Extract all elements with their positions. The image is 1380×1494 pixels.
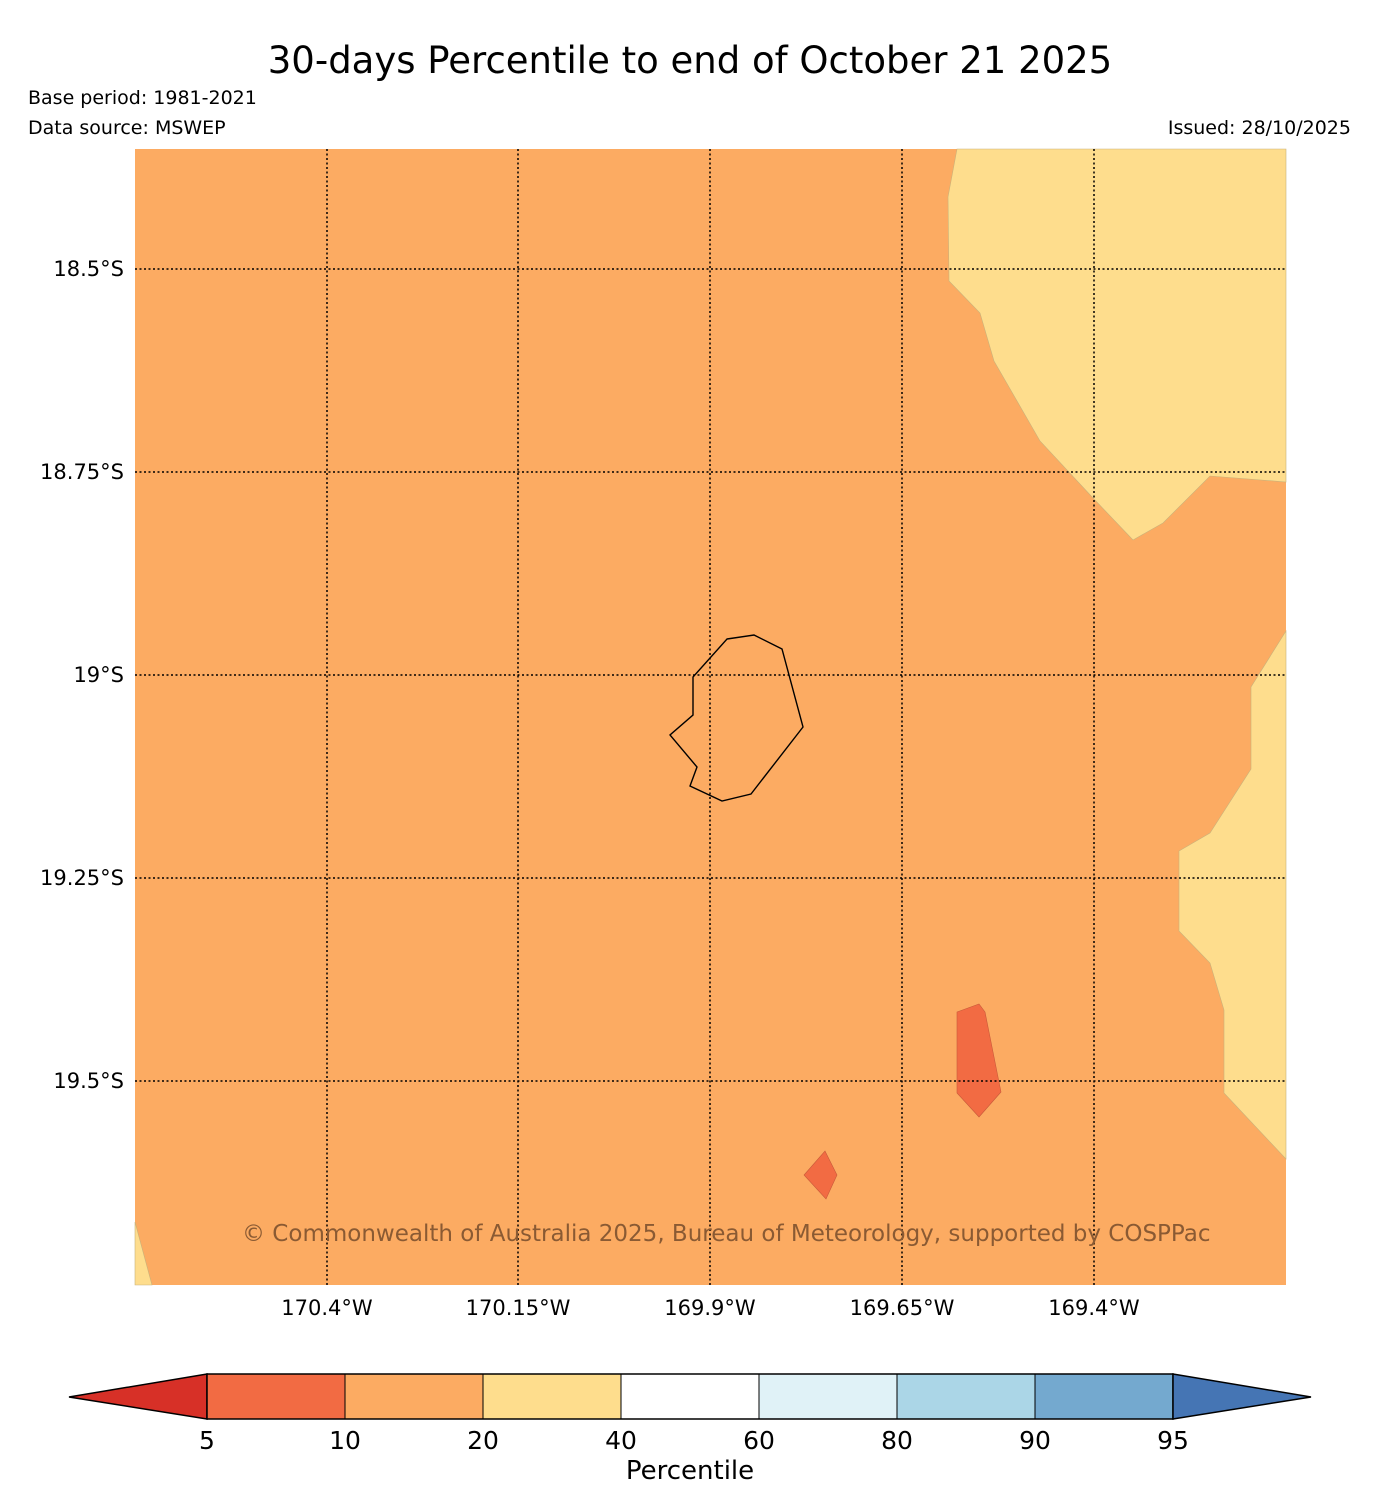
lon-label-1: 170.4°W	[281, 1296, 373, 1320]
data-source-label: Data source: MSWEP	[28, 117, 226, 139]
lat-label-4: 19.25°S	[40, 866, 124, 890]
colorbar-tick-20: 20	[467, 1426, 499, 1455]
colorbar-segment-4	[620, 1373, 760, 1420]
colorbar-segment-6	[896, 1373, 1036, 1420]
colorbar-tick-5: 5	[199, 1426, 215, 1455]
issued-date-label: Issued: 28/10/2025	[1167, 117, 1351, 139]
lat-label-3: 19°S	[73, 663, 124, 687]
region-5-10-south	[956, 1003, 1002, 1118]
colorbar-tick-90: 90	[1019, 1426, 1051, 1455]
copyright-watermark: © Commonwealth of Australia 2025, Bureau…	[242, 1221, 1211, 1247]
lat-label-1: 18.5°S	[53, 257, 124, 281]
niue-coastline	[669, 634, 804, 802]
colorbar	[68, 1373, 1312, 1420]
region-20-40-northeast	[947, 148, 1287, 541]
map-gridlines	[135, 149, 1286, 1285]
lon-label-3: 169.9°W	[664, 1296, 756, 1320]
lon-label-5: 169.4°W	[1048, 1296, 1140, 1320]
colorbar-tick-60: 60	[743, 1426, 775, 1455]
lon-label-4: 169.65°W	[849, 1296, 955, 1320]
colorbar-extend-low	[68, 1373, 208, 1420]
region-20-40-southwest	[134, 1221, 153, 1286]
colorbar-segment-7	[1034, 1373, 1174, 1420]
region-20-40-east	[1178, 629, 1287, 1160]
colorbar-title: Percentile	[625, 1456, 755, 1486]
lon-label-2: 170.15°W	[465, 1296, 571, 1320]
colorbar-tick-80: 80	[881, 1426, 913, 1455]
lat-label-2: 18.75°S	[40, 460, 124, 484]
colorbar-segment-1	[206, 1373, 346, 1420]
map-title: 30-days Percentile to end of October 21 …	[267, 39, 1113, 82]
colorbar-tick-40: 40	[605, 1426, 637, 1455]
colorbar-segment-5	[758, 1373, 898, 1420]
lat-label-5: 19.5°S	[53, 1069, 124, 1093]
colorbar-extend-high	[1172, 1373, 1312, 1420]
base-period-label: Base period: 1981-2021	[28, 87, 257, 109]
colorbar-tick-95: 95	[1157, 1426, 1189, 1455]
colorbar-segment-2	[344, 1373, 484, 1420]
colorbar-segment-3	[482, 1373, 622, 1420]
colorbar-tick-10: 10	[329, 1426, 361, 1455]
colorbar-segments	[206, 1373, 1174, 1420]
region-5-10-southwest	[803, 1150, 838, 1200]
